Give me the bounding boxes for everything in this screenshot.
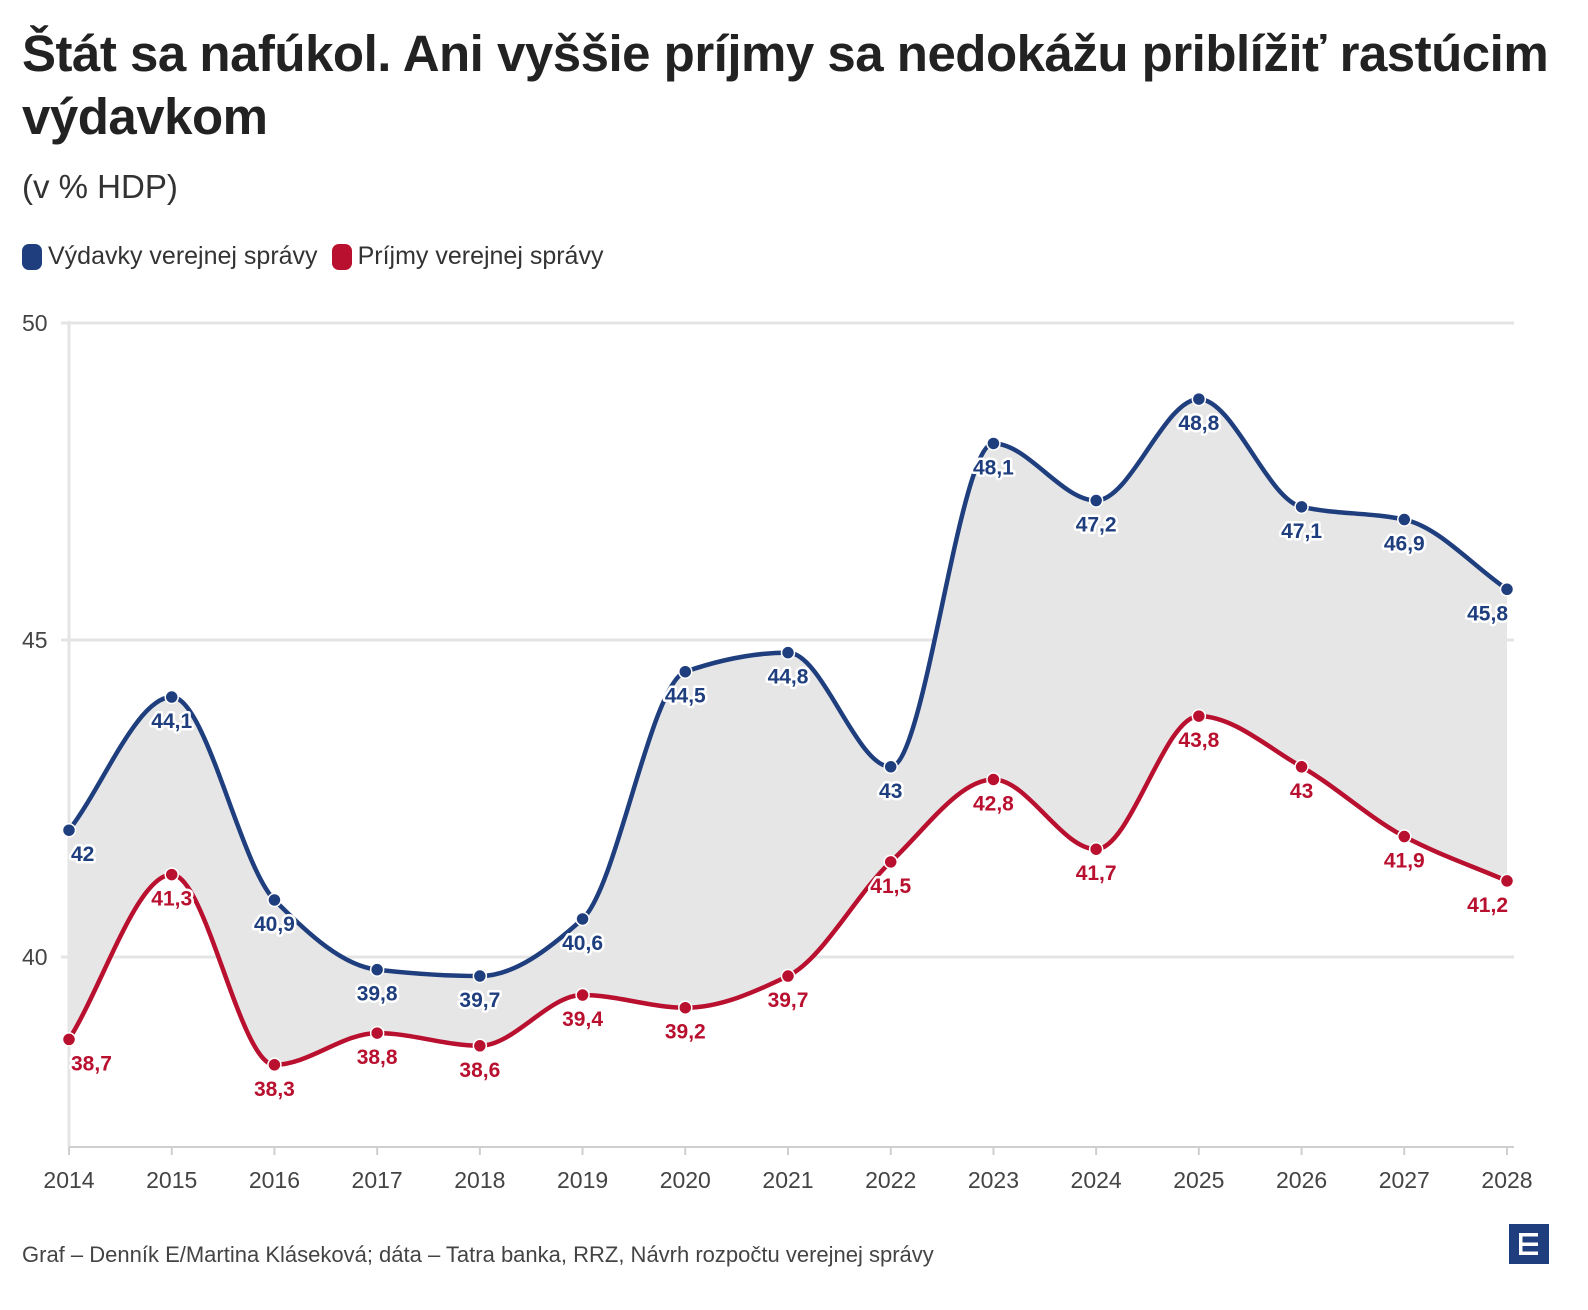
x-tick-label-2018: 2018 xyxy=(454,1167,505,1193)
expenditure-data-label-2015: 44,1 xyxy=(151,710,192,733)
revenue-point-2027 xyxy=(1397,829,1412,844)
revenue-data-label-2017: 38,8 xyxy=(357,1046,398,1069)
revenue-point-2025 xyxy=(1191,708,1207,724)
revenue-point-2014 xyxy=(61,1032,77,1047)
revenue-point-2019 xyxy=(575,987,590,1003)
expenditure-data-label-2018: 39,7 xyxy=(459,989,500,1012)
expenditure-point-2014 xyxy=(61,822,77,838)
gap-area-fill xyxy=(69,399,1507,1065)
revenue-data-label-2022: 41,5 xyxy=(870,875,911,898)
line-chart: 40 45 50 2014 2015 2016 2017 2018 2019 2020 2021 20… xyxy=(22,310,1533,1193)
expenditure-point-2025 xyxy=(1191,391,1207,407)
revenue-point-2020 xyxy=(678,1000,693,1015)
y-tick-label-40: 40 xyxy=(22,944,48,970)
x-tick-label-2026: 2026 xyxy=(1276,1167,1327,1193)
x-tick-label-2019: 2019 xyxy=(557,1167,608,1193)
x-tick-label-2027: 2027 xyxy=(1379,1167,1430,1193)
x-tick-label-2023: 2023 xyxy=(968,1167,1019,1193)
revenue-data-label-2015: 41,3 xyxy=(151,888,192,911)
expenditure-data-label-2027: 46,9 xyxy=(1384,533,1425,556)
expenditure-point-2017 xyxy=(369,962,385,977)
chart-title: Štát sa nafúkol. Ani vyššie príjmy sa ne… xyxy=(22,25,1549,145)
expenditure-point-2027 xyxy=(1397,512,1412,527)
legend-swatch-expenditure xyxy=(22,243,42,270)
y-tick-label-45: 45 xyxy=(22,627,48,653)
expenditure-point-2028 xyxy=(1499,582,1515,597)
revenue-data-label-2027: 41,9 xyxy=(1384,850,1425,873)
x-tick-label-2016: 2016 xyxy=(249,1167,300,1193)
x-tick-label-2028: 2028 xyxy=(1481,1167,1532,1193)
revenue-point-2015 xyxy=(164,867,179,882)
y-tick-label-50: 50 xyxy=(22,310,48,336)
x-tick-label-2017: 2017 xyxy=(352,1167,403,1193)
expenditure-data-label-2021: 44,8 xyxy=(768,666,809,689)
revenue-point-2018 xyxy=(472,1038,488,1054)
expenditure-data-label-2023: 48,1 xyxy=(973,456,1014,479)
expenditure-data-label-2014: 42 xyxy=(71,843,94,866)
expenditure-point-2020 xyxy=(678,664,693,679)
expenditure-point-2022 xyxy=(883,759,898,775)
x-tick-label-2015: 2015 xyxy=(146,1167,197,1193)
expenditure-data-label-2024: 47,2 xyxy=(1076,514,1117,537)
expenditure-point-2018 xyxy=(472,968,488,984)
x-tick-label-2025: 2025 xyxy=(1173,1167,1224,1193)
revenue-data-label-2025: 43,8 xyxy=(1178,729,1219,752)
expenditure-point-2021 xyxy=(780,645,796,660)
expenditure-point-2016 xyxy=(267,892,282,908)
expenditure-data-label-2016: 40,9 xyxy=(254,913,295,936)
revenue-data-label-2021: 39,7 xyxy=(768,989,809,1012)
expenditure-data-label-2025: 48,8 xyxy=(1178,412,1219,435)
x-tick-label-2014: 2014 xyxy=(43,1167,94,1193)
x-tick-label-2022: 2022 xyxy=(865,1167,916,1193)
revenue-data-label-2024: 41,7 xyxy=(1076,862,1117,885)
expenditure-point-2024 xyxy=(1088,493,1104,508)
chart-subtitle: (v % HDP) xyxy=(22,168,178,205)
expenditure-point-2023 xyxy=(986,436,1001,451)
legend-item-expenditure[interactable]: Výdavky verejnej správy xyxy=(22,242,318,271)
expenditure-data-label-2020: 44,5 xyxy=(665,685,706,708)
revenue-data-label-2020: 39,2 xyxy=(665,1021,706,1044)
chart-source-footer: Graf – Denník E/Martina Kláseková; dáta … xyxy=(22,1242,934,1267)
expenditure-data-label-2019: 40,6 xyxy=(562,932,603,955)
revenue-point-2016 xyxy=(267,1057,282,1073)
expenditure-point-2019 xyxy=(575,911,590,927)
legend-item-revenue[interactable]: Príjmy verejnej správy xyxy=(331,242,604,271)
revenue-data-label-2018: 38,6 xyxy=(459,1059,500,1082)
denník-e-logo-icon xyxy=(1509,1224,1549,1264)
revenue-point-2017 xyxy=(369,1025,385,1041)
revenue-point-2024 xyxy=(1088,841,1104,857)
expenditure-data-label-2017: 39,8 xyxy=(357,983,398,1006)
revenue-data-label-2014: 38,7 xyxy=(71,1052,112,1075)
expenditure-point-2026 xyxy=(1294,499,1309,515)
revenue-data-label-2016: 38,3 xyxy=(254,1078,295,1101)
legend-label-revenue: Príjmy verejnej správy xyxy=(357,242,604,270)
legend-swatch-revenue xyxy=(331,243,352,270)
x-tick-label-2024: 2024 xyxy=(1071,1167,1122,1193)
legend: Výdavky verejnej správy Príjmy verejnej … xyxy=(22,242,617,271)
revenue-data-label-2028: 41,2 xyxy=(1467,894,1508,917)
expenditure-point-2015 xyxy=(164,689,179,705)
revenue-data-label-2019: 39,4 xyxy=(562,1008,603,1031)
x-tick-label-2020: 2020 xyxy=(660,1167,711,1193)
expenditure-data-label-2022: 43 xyxy=(879,780,902,803)
revenue-point-2028 xyxy=(1499,873,1515,889)
revenue-point-2022 xyxy=(883,854,898,870)
revenue-point-2023 xyxy=(986,772,1001,787)
revenue-point-2026 xyxy=(1294,759,1309,775)
x-tick-label-2021: 2021 xyxy=(762,1167,813,1193)
revenue-data-label-2023: 42,8 xyxy=(973,792,1014,815)
expenditure-data-label-2028: 45,8 xyxy=(1467,602,1508,625)
revenue-data-label-2026: 43 xyxy=(1290,780,1313,803)
legend-label-expenditure: Výdavky verejnej správy xyxy=(48,242,318,270)
expenditure-data-label-2026: 47,1 xyxy=(1281,520,1322,543)
revenue-point-2021 xyxy=(780,968,796,984)
